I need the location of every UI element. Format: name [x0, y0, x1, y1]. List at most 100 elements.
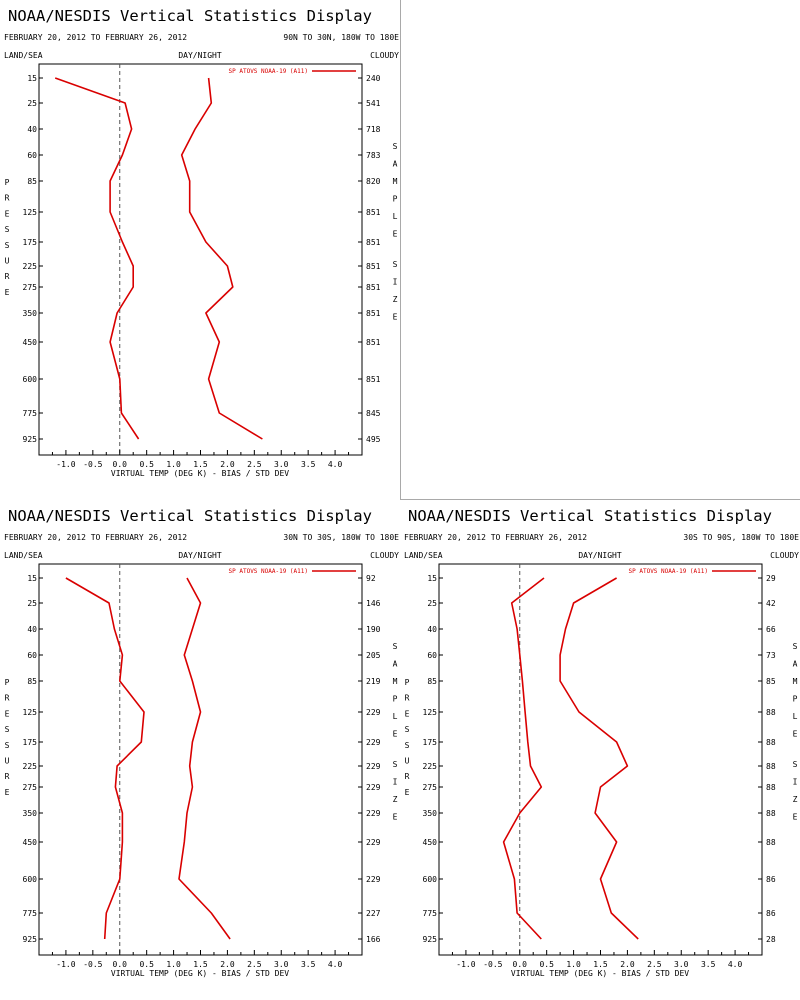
- y-axis-label-char: S: [5, 225, 10, 234]
- y-axis-label-char: S: [405, 741, 410, 750]
- x-tick-label: -1.0: [456, 960, 475, 969]
- x-axis-label: VIRTUAL TEMP (DEG K) - BIAS / STD DEV: [511, 969, 689, 978]
- x-tick-label: 3.0: [274, 960, 289, 969]
- sample-size-label: 88: [766, 809, 776, 818]
- chart-title: NOAA/NESDIS Vertical Statistics Display: [408, 507, 772, 525]
- header-left: LAND/SEA: [4, 51, 43, 60]
- x-tick-label: 0.5: [139, 460, 154, 469]
- sample-size-label: 88: [766, 738, 776, 747]
- y-axis-label-char: R: [5, 694, 10, 703]
- region-label: 30N TO 30S, 180W TO 180E: [283, 533, 399, 542]
- x-tick-label: 3.0: [274, 460, 289, 469]
- pressure-level-label: 600: [23, 875, 38, 884]
- x-tick-label: 2.5: [647, 960, 662, 969]
- pressure-level-label: 350: [423, 809, 438, 818]
- right-axis-label-char: Z: [393, 295, 398, 304]
- pressure-level-label: 225: [23, 262, 38, 271]
- y-axis-label-char: U: [5, 257, 10, 266]
- pressure-level-label: 60: [27, 651, 37, 660]
- x-axis-label: VIRTUAL TEMP (DEG K) - BIAS / STD DEV: [111, 969, 289, 978]
- panel-90n-30n: NOAA/NESDIS Vertical Statistics Display F…: [0, 0, 400, 500]
- x-tick-label: -0.5: [83, 960, 102, 969]
- y-axis-label-char: E: [5, 788, 10, 797]
- chart-svg: NOAA/NESDIS Vertical Statistics Display F…: [4, 507, 399, 978]
- y-axis-label-char: E: [5, 288, 10, 297]
- pressure-level-label: 600: [423, 875, 438, 884]
- pressure-level-label: 775: [23, 409, 38, 418]
- chart-svg: NOAA/NESDIS Vertical Statistics Display F…: [4, 7, 399, 478]
- right-axis-label-char: E: [793, 813, 798, 822]
- pressure-level-label: 925: [23, 435, 38, 444]
- sample-size-label: 205: [366, 651, 381, 660]
- legend-label: SP ATOVS NOAA-19 (A11): [629, 568, 708, 575]
- sample-size-label: 229: [366, 708, 381, 717]
- x-tick-label: 4.0: [328, 460, 343, 469]
- pressure-level-label: 925: [423, 935, 438, 944]
- right-axis-label-char: S: [393, 760, 398, 769]
- sample-size-label: 88: [766, 838, 776, 847]
- sample-size-label: 851: [366, 375, 381, 384]
- pressure-level-label: 60: [427, 651, 437, 660]
- sample-size-label: 229: [366, 738, 381, 747]
- x-tick-label: 2.5: [247, 460, 262, 469]
- y-axis-label-char: P: [405, 678, 410, 687]
- x-tick-label: 0.0: [513, 960, 528, 969]
- pressure-level-label: 275: [23, 783, 38, 792]
- legend-label: SP ATOVS NOAA-19 (A11): [229, 568, 308, 575]
- right-axis-label-char: S: [793, 642, 798, 651]
- pressure-level-label: 450: [423, 838, 438, 847]
- panel-30n-30s: NOAA/NESDIS Vertical Statistics Display F…: [0, 500, 400, 1000]
- region-label: 90N TO 30N, 180W TO 180E: [283, 33, 399, 42]
- right-axis-label-char: A: [393, 160, 398, 169]
- x-tick-label: 2.0: [220, 960, 235, 969]
- sample-size-label: 495: [366, 435, 381, 444]
- right-axis-label-char: P: [393, 695, 398, 704]
- y-axis-label-char: S: [5, 725, 10, 734]
- y-axis-label-char: P: [5, 678, 10, 687]
- sample-size-label: 229: [366, 762, 381, 771]
- pressure-level-label: 85: [27, 677, 37, 686]
- y-axis-label-char: R: [405, 694, 410, 703]
- right-axis-label-char: M: [393, 677, 398, 686]
- pressure-level-label: 25: [27, 99, 37, 108]
- pressure-level-label: 450: [23, 838, 38, 847]
- pressure-level-label: 600: [23, 375, 38, 384]
- sample-size-label: 86: [766, 875, 776, 884]
- sample-size-label: 219: [366, 677, 381, 686]
- x-tick-label: 3.5: [301, 460, 316, 469]
- right-axis-label-char: I: [793, 778, 798, 787]
- date-range: FEBRUARY 20, 2012 TO FEBRUARY 26, 2012: [4, 33, 187, 42]
- right-axis-label-char: L: [393, 712, 398, 721]
- horizontal-divider: [0, 499, 800, 500]
- x-tick-label: 2.5: [247, 960, 262, 969]
- sample-size-label: 86: [766, 909, 776, 918]
- chart-title: NOAA/NESDIS Vertical Statistics Display: [8, 507, 372, 525]
- sample-size-label: 88: [766, 783, 776, 792]
- plot-frame: [38, 563, 363, 956]
- y-axis-label-char: U: [405, 757, 410, 766]
- pressure-level-label: 15: [27, 574, 37, 583]
- right-axis-label-char: M: [393, 177, 398, 186]
- pressure-level-label: 775: [23, 909, 38, 918]
- header-center: DAY/NIGHT: [178, 51, 222, 60]
- bias-line: [65, 577, 145, 940]
- header-right: CLOUDY: [370, 51, 399, 60]
- header-left: LAND/SEA: [404, 551, 443, 560]
- right-axis-label-char: M: [793, 677, 798, 686]
- right-axis-label-char: Z: [793, 795, 798, 804]
- pressure-level-label: 85: [27, 177, 37, 186]
- right-axis-label-char: E: [393, 730, 398, 739]
- right-axis-label-char: E: [393, 230, 398, 239]
- pressure-level-label: 40: [27, 125, 37, 134]
- pressure-level-label: 60: [27, 151, 37, 160]
- pressure-level-label: 450: [23, 338, 38, 347]
- sample-size-label: 240: [366, 74, 381, 83]
- plot-frame: [38, 63, 363, 456]
- sample-size-label: 146: [366, 599, 381, 608]
- right-axis-label-char: L: [793, 712, 798, 721]
- sample-size-label: 66: [766, 625, 776, 634]
- y-axis-label-char: S: [5, 741, 10, 750]
- right-axis-label-char: A: [393, 660, 398, 669]
- pressure-level-label: 225: [23, 762, 38, 771]
- x-tick-label: -0.5: [483, 960, 502, 969]
